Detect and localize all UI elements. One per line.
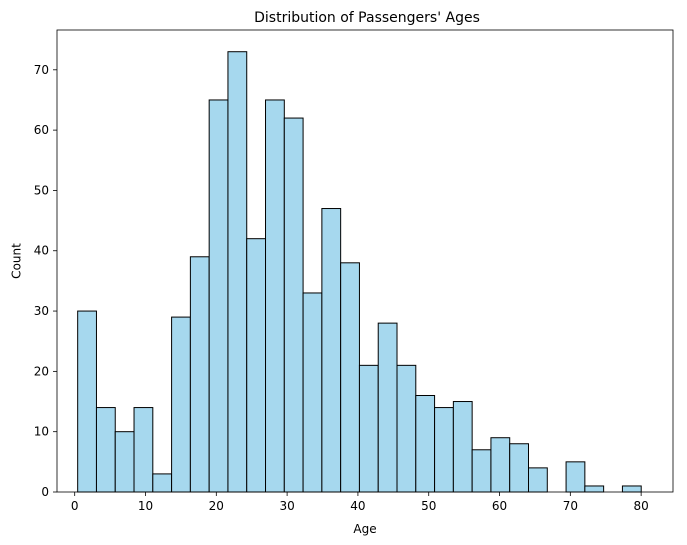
x-axis-ticks: 0 10 20 30 40 50 60 70 80 xyxy=(71,492,649,513)
histogram-bar xyxy=(377,322,398,493)
histogram-bar xyxy=(152,473,173,493)
histogram-bar xyxy=(77,310,97,493)
y-tick-label: 60 xyxy=(34,123,49,137)
histogram-bar xyxy=(114,431,135,493)
y-tick-label: 40 xyxy=(34,244,49,258)
x-tick-label: 50 xyxy=(421,499,436,513)
y-axis-label: Count xyxy=(10,243,24,279)
histogram-bar xyxy=(396,364,417,493)
y-tick-label: 10 xyxy=(34,425,49,439)
x-tick-label: 80 xyxy=(633,499,648,513)
y-axis-ticks: 0 10 20 30 40 50 60 70 xyxy=(34,63,57,499)
x-tick-label: 70 xyxy=(563,499,578,513)
histogram-bar xyxy=(208,99,229,493)
histogram-bar xyxy=(490,437,511,493)
histogram-bar xyxy=(415,394,436,493)
histogram-bar xyxy=(302,292,323,493)
y-tick-label: 50 xyxy=(34,183,49,197)
histogram-bar xyxy=(189,256,210,493)
histogram-bar xyxy=(509,443,530,493)
plot-frame xyxy=(56,29,674,493)
histogram-bar xyxy=(434,407,454,493)
histogram-bar xyxy=(246,238,267,493)
histogram-bar xyxy=(227,51,248,493)
histogram-bar xyxy=(340,262,360,493)
histogram-bar xyxy=(358,364,379,493)
histogram-bar xyxy=(283,117,304,493)
x-tick-label: 0 xyxy=(71,499,79,513)
histogram-bar xyxy=(565,461,586,493)
histogram-bar xyxy=(621,485,642,493)
histogram-bar xyxy=(95,407,116,493)
y-tick-label: 30 xyxy=(34,304,49,318)
y-tick-label: 20 xyxy=(34,364,49,378)
x-axis-label: Age xyxy=(353,522,376,536)
histogram-bar xyxy=(171,316,191,493)
histogram-bar xyxy=(133,407,154,493)
histogram-bar xyxy=(471,449,492,493)
histogram-bar xyxy=(528,467,548,493)
histogram-bar xyxy=(265,99,285,493)
x-tick-label: 40 xyxy=(350,499,365,513)
bars-layer xyxy=(77,51,642,493)
y-tick-label: 0 xyxy=(41,485,49,499)
histogram-bar xyxy=(452,401,473,493)
x-tick-label: 10 xyxy=(138,499,153,513)
x-tick-label: 60 xyxy=(492,499,507,513)
y-tick-label: 70 xyxy=(34,63,49,77)
histogram-bar xyxy=(321,208,342,493)
histogram-bar xyxy=(584,485,605,493)
x-tick-label: 20 xyxy=(209,499,224,513)
chart-title: Distribution of Passengers' Ages xyxy=(254,10,480,26)
x-tick-label: 30 xyxy=(279,499,294,513)
